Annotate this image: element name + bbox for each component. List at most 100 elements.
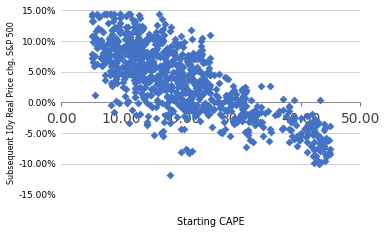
Point — [138, 91, 144, 95]
Point — [181, 74, 187, 77]
Point — [148, 78, 154, 82]
Point — [156, 82, 162, 85]
Point — [177, 95, 183, 99]
Point — [142, 69, 149, 73]
Point — [296, 138, 302, 142]
Point — [125, 99, 131, 103]
Point — [265, 110, 272, 113]
Point — [128, 47, 135, 51]
Point — [315, 120, 321, 124]
Point — [259, 120, 265, 124]
Point — [110, 70, 116, 74]
Point — [135, 49, 141, 53]
Point — [144, 66, 150, 70]
Point — [163, 78, 169, 82]
Point — [182, 83, 188, 87]
Point — [203, 106, 209, 110]
Point — [207, 83, 213, 87]
Point — [234, 100, 240, 104]
Point — [148, 75, 154, 78]
Point — [89, 15, 95, 18]
Point — [118, 65, 125, 69]
Point — [137, 57, 143, 61]
Point — [188, 28, 194, 32]
Point — [158, 41, 164, 45]
Point — [301, 127, 308, 131]
Point — [116, 71, 123, 75]
Point — [128, 108, 135, 112]
Point — [126, 64, 132, 68]
Point — [142, 94, 149, 98]
Point — [185, 88, 191, 92]
Point — [210, 108, 216, 112]
Point — [187, 79, 194, 82]
Point — [153, 48, 159, 52]
Point — [170, 110, 176, 113]
Point — [132, 52, 139, 56]
Point — [211, 101, 217, 104]
Point — [268, 130, 274, 134]
Point — [140, 27, 146, 30]
Point — [317, 135, 324, 139]
Point — [174, 44, 180, 48]
Point — [127, 72, 133, 75]
Point — [129, 39, 135, 43]
Point — [175, 43, 181, 47]
Point — [252, 118, 258, 121]
Point — [106, 52, 112, 55]
Point — [150, 64, 156, 68]
Point — [156, 12, 162, 15]
Point — [321, 122, 327, 126]
Point — [279, 108, 286, 112]
Point — [240, 99, 246, 103]
Point — [90, 40, 96, 43]
Point — [183, 86, 189, 90]
Point — [122, 30, 128, 34]
Point — [298, 131, 304, 135]
Point — [174, 45, 180, 49]
Point — [139, 55, 146, 59]
Point — [139, 44, 145, 48]
Point — [150, 35, 156, 39]
Point — [164, 54, 170, 57]
Point — [187, 108, 193, 112]
Point — [217, 130, 223, 134]
Point — [146, 65, 152, 68]
Point — [228, 92, 235, 95]
Point — [194, 86, 200, 90]
Point — [198, 82, 204, 86]
Point — [189, 71, 195, 75]
Point — [178, 103, 184, 107]
Point — [206, 56, 212, 59]
Point — [103, 12, 110, 15]
Point — [135, 32, 141, 35]
Point — [185, 61, 191, 65]
Point — [239, 87, 245, 91]
Point — [239, 96, 245, 100]
Point — [152, 88, 158, 92]
Point — [115, 39, 121, 43]
Point — [98, 56, 104, 60]
Point — [272, 113, 278, 117]
Point — [189, 66, 195, 70]
Point — [148, 63, 154, 67]
Point — [228, 103, 235, 106]
Point — [243, 145, 250, 148]
Point — [140, 26, 146, 29]
Point — [188, 38, 195, 41]
Point — [129, 31, 135, 35]
Point — [152, 35, 158, 39]
Point — [139, 79, 145, 82]
Point — [113, 36, 119, 40]
Point — [250, 140, 256, 144]
Point — [197, 83, 203, 87]
Point — [320, 144, 327, 148]
Point — [169, 109, 175, 112]
Point — [150, 61, 156, 65]
Point — [185, 78, 192, 82]
Point — [172, 38, 178, 41]
Point — [126, 42, 132, 46]
Point — [169, 62, 175, 66]
Point — [298, 117, 304, 120]
Point — [177, 64, 183, 68]
